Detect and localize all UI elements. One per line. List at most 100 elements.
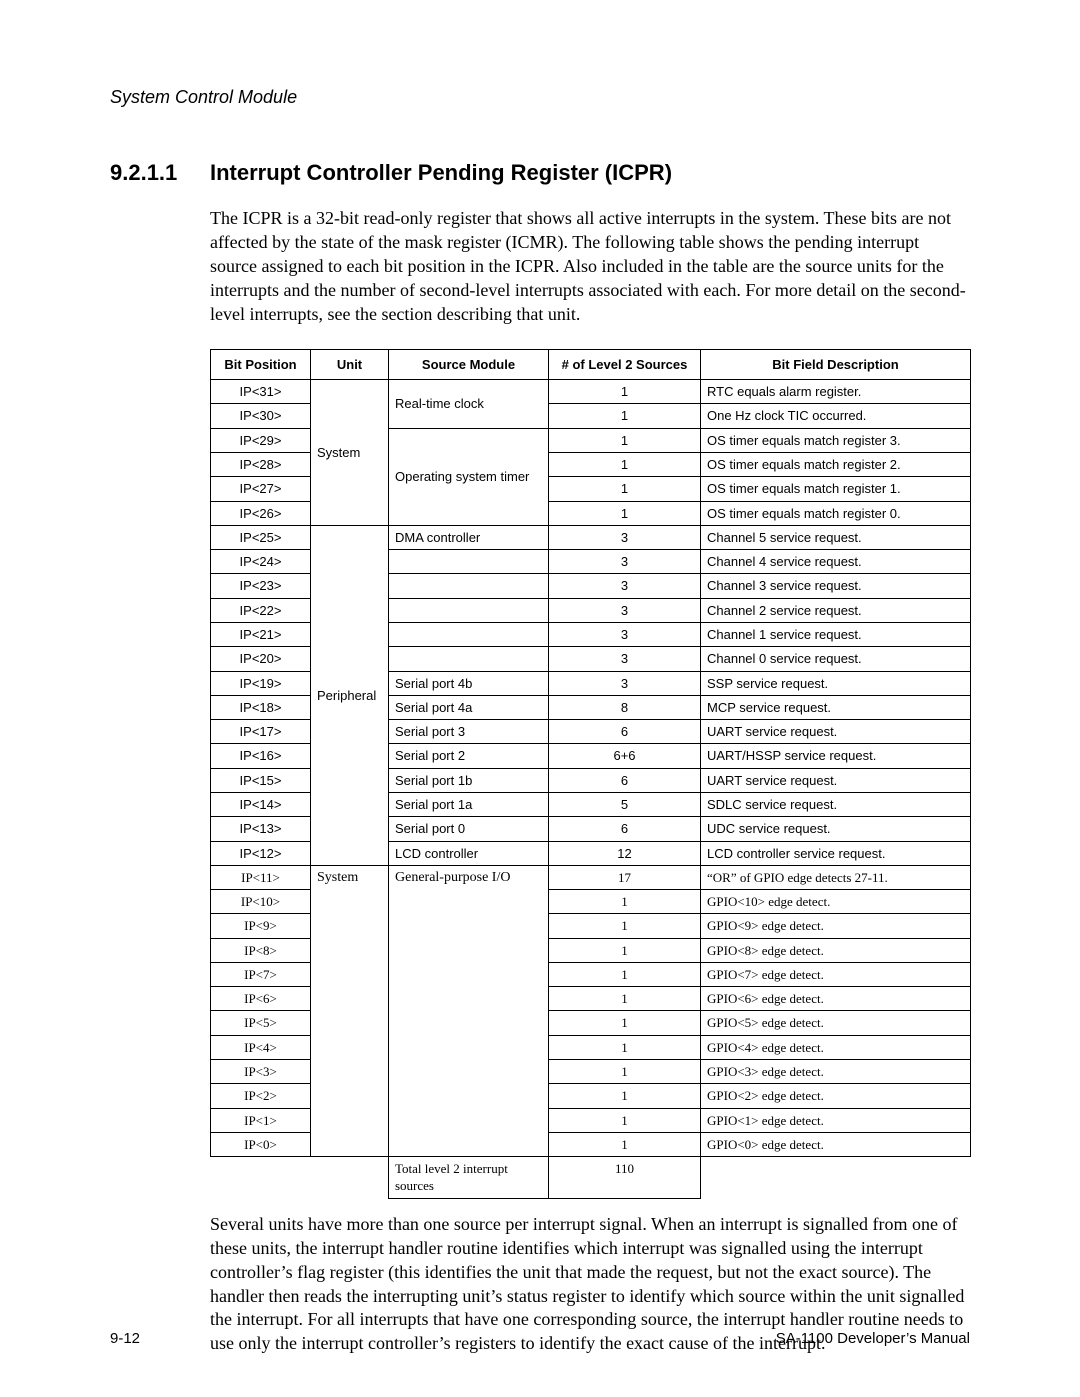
col-bit-position: Bit Position [211,349,311,379]
running-header: System Control Module [110,86,970,110]
cell-bit-field-desc: GPIO<6> edge detect. [701,987,971,1011]
cell-bit-position: IP<6> [211,987,311,1011]
cell-bit-field-desc: UART service request. [701,720,971,744]
cell-bit-field-desc: GPIO<3> edge detect. [701,1060,971,1084]
cell-bit-field-desc: SSP service request. [701,671,971,695]
cell-level2-sources: 1 [549,477,701,501]
cell-source-module: Real-time clock [389,380,549,429]
cell-bit-field-desc: Channel 5 service request. [701,525,971,549]
cell-bit-field-desc: MCP service request. [701,695,971,719]
section-number: 9.2.1.1 [110,158,210,187]
cell-bit-position: IP<24> [211,550,311,574]
cell-source-module [389,598,549,622]
cell-bit-position: IP<13> [211,817,311,841]
cell-bit-field-desc: Channel 2 service request. [701,598,971,622]
cell-level2-sources: 1 [549,890,701,914]
cell-level2-sources: 1 [549,914,701,938]
cell-bit-field-desc: UART service request. [701,768,971,792]
cell-level2-sources: 1 [549,1084,701,1108]
cell-level2-sources: 1 [549,1035,701,1059]
cell-bit-field-desc: LCD controller service request. [701,841,971,865]
cell-bit-position: IP<19> [211,671,311,695]
cell-bit-position: IP<26> [211,501,311,525]
page: System Control Module 9.2.1.1 Interrupt … [0,0,1080,1397]
section-heading: 9.2.1.1 Interrupt Controller Pending Reg… [110,158,970,187]
cell-bit-field-desc: “OR” of GPIO edge detects 27-11. [701,865,971,889]
cell-bit-field-desc: UART/HSSP service request. [701,744,971,768]
table-row: IP<25>PeripheralDMA controller3Channel 5… [211,525,971,549]
cell-bit-position: IP<16> [211,744,311,768]
cell-level2-sources: 1 [549,1060,701,1084]
col-source-module: Source Module [389,349,549,379]
cell-bit-position: IP<1> [211,1108,311,1132]
cell-bit-position: IP<27> [211,477,311,501]
cell-bit-field-desc: One Hz clock TIC occurred. [701,404,971,428]
cell-bit-field-desc: Channel 1 service request. [701,622,971,646]
total-value: 110 [549,1157,701,1199]
cell-bit-position: IP<3> [211,1060,311,1084]
col-bit-field-desc: Bit Field Description [701,349,971,379]
cell-bit-field-desc: SDLC service request. [701,792,971,816]
cell-bit-position: IP<23> [211,574,311,598]
table-row: IP<11>SystemGeneral-purpose I/O17“OR” of… [211,865,971,889]
cell-bit-field-desc: GPIO<5> edge detect. [701,1011,971,1035]
cell-level2-sources: 1 [549,501,701,525]
cell-bit-position: IP<22> [211,598,311,622]
cell-source-module: Serial port 1b [389,768,549,792]
cell-bit-field-desc: GPIO<10> edge detect. [701,890,971,914]
cell-bit-position: IP<10> [211,890,311,914]
cell-level2-sources: 8 [549,695,701,719]
cell-bit-position: IP<7> [211,962,311,986]
cell-level2-sources: 12 [549,841,701,865]
cell-bit-position: IP<2> [211,1084,311,1108]
cell-unit: System [311,865,389,1156]
cell-bit-position: IP<4> [211,1035,311,1059]
cell-level2-sources: 17 [549,865,701,889]
cell-level2-sources: 1 [549,1011,701,1035]
cell-level2-sources: 3 [549,550,701,574]
cell-bit-field-desc: GPIO<8> edge detect. [701,938,971,962]
cell-bit-position: IP<15> [211,768,311,792]
footer-doc-title: SA-1100 Developer’s Manual [776,1329,970,1349]
cell-bit-position: IP<0> [211,1132,311,1156]
cell-unit: System [311,380,389,526]
cell-level2-sources: 1 [549,380,701,404]
col-unit: Unit [311,349,389,379]
cell-level2-sources: 1 [549,962,701,986]
page-footer: 9-12 SA-1100 Developer’s Manual [110,1329,970,1349]
cell-level2-sources: 1 [549,1132,701,1156]
cell-bit-field-desc: OS timer equals match register 0. [701,501,971,525]
footer-page-number: 9-12 [110,1329,140,1349]
cell-level2-sources: 1 [549,453,701,477]
cell-unit: Peripheral [311,525,389,865]
cell-bit-position: IP<20> [211,647,311,671]
cell-bit-position: IP<14> [211,792,311,816]
cell-bit-field-desc: Channel 4 service request. [701,550,971,574]
cell-bit-position: IP<25> [211,525,311,549]
icpr-table: Bit Position Unit Source Module # of Lev… [210,349,971,1199]
cell-bit-position: IP<29> [211,428,311,452]
cell-source-module: Serial port 2 [389,744,549,768]
total-label: Total level 2 interrupt sources [389,1157,549,1199]
cell-bit-field-desc: OS timer equals match register 2. [701,453,971,477]
cell-level2-sources: 3 [549,671,701,695]
cell-bit-position: IP<18> [211,695,311,719]
cell-source-module [389,647,549,671]
cell-bit-field-desc: GPIO<2> edge detect. [701,1084,971,1108]
cell-source-module: Serial port 4b [389,671,549,695]
cell-bit-field-desc: Channel 0 service request. [701,647,971,671]
cell-level2-sources: 6 [549,720,701,744]
cell-source-module [389,550,549,574]
cell-bit-position: IP<5> [211,1011,311,1035]
cell-source-module: DMA controller [389,525,549,549]
table-total-row: Total level 2 interrupt sources110 [211,1157,971,1199]
cell-level2-sources: 3 [549,574,701,598]
cell-level2-sources: 6+6 [549,744,701,768]
cell-bit-field-desc: RTC equals alarm register. [701,380,971,404]
cell-bit-position: IP<28> [211,453,311,477]
cell-level2-sources: 1 [549,938,701,962]
cell-bit-field-desc: GPIO<1> edge detect. [701,1108,971,1132]
cell-level2-sources: 3 [549,598,701,622]
cell-bit-position: IP<31> [211,380,311,404]
table-row: IP<31>SystemReal-time clock1RTC equals a… [211,380,971,404]
